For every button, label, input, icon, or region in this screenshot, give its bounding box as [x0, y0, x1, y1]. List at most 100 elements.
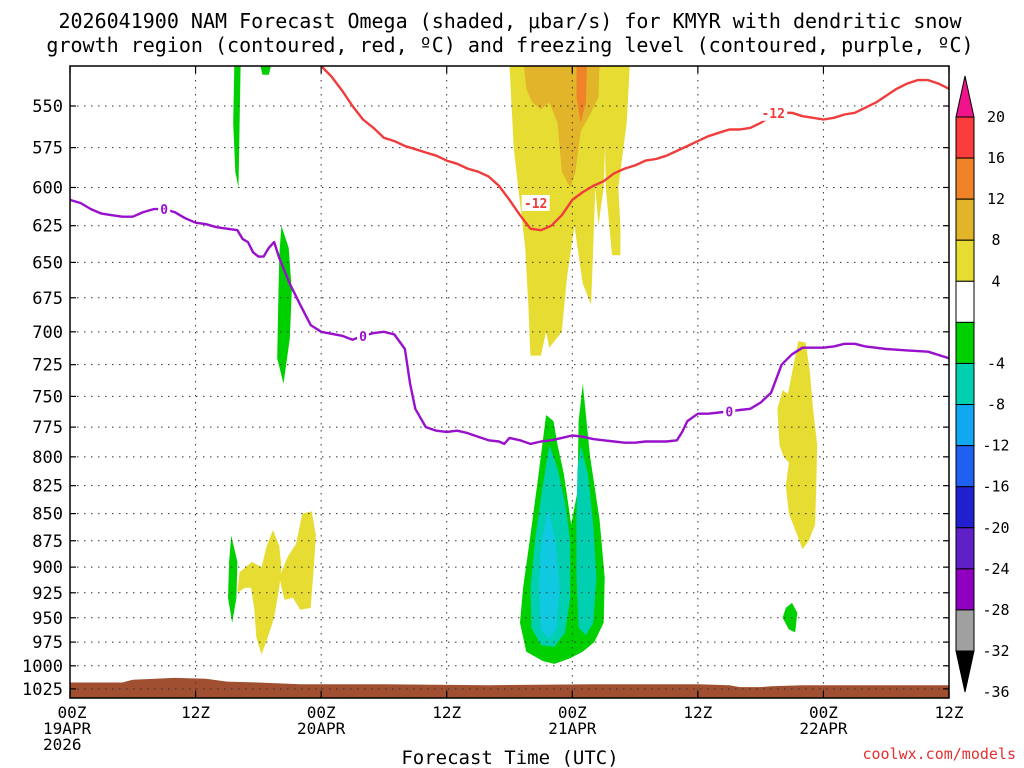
y-tick-label: 1000 [22, 657, 63, 677]
shade-green-f [782, 602, 798, 633]
contour-lines: 0 0 0 -12 -12 [70, 66, 949, 446]
plot-frame [69, 65, 950, 699]
colorbar-bin [955, 527, 975, 570]
colorbar: 20 16 12 8 4 -4 -8 -12 -16 -20 -24 -28 -32 -36 [955, 75, 1010, 701]
y-tick-label: 825 [32, 477, 63, 497]
omega-shading [228, 66, 818, 664]
grid-lines [70, 66, 949, 698]
colorbar-label: -16 [982, 478, 1009, 496]
shade-orange-a [576, 66, 587, 123]
x-tick-label: 12Z [935, 703, 964, 722]
freezing-level-label-bg [723, 403, 736, 420]
shade-yellow-c [237, 530, 282, 655]
freezing-level-line [70, 198, 949, 446]
x-tick-label: 20APR [297, 719, 346, 738]
chart-title-line-1: 2026041900 NAM Forecast Omega (shaded, μ… [58, 9, 962, 33]
y-tick-label: 750 [32, 387, 63, 407]
shade-yellow-d [279, 511, 316, 610]
x-tick-label: 00Z [809, 703, 838, 722]
shade-yellow-b [603, 66, 630, 256]
y-tick-label: 1025 [22, 680, 63, 700]
colorbar-bin [955, 157, 975, 200]
colorbar-label: -4 [987, 354, 1005, 372]
x-tick-label: 00Z [58, 703, 87, 722]
colorbar-bin [955, 404, 975, 447]
colorbar-label: 12 [987, 190, 1005, 208]
shade-green-a [233, 66, 241, 188]
colorbar-label: 4 [991, 272, 1000, 290]
colorbar-bottom-arrow [955, 650, 975, 693]
terrain-fill [70, 677, 949, 698]
shade-teal-b [576, 445, 597, 636]
x-tick-label: 12Z [683, 703, 712, 722]
freezing-level-label: 0 [725, 405, 733, 420]
dgz-isotherm-label: -12 [524, 197, 547, 212]
x-tick-label: 21APR [548, 719, 597, 738]
colorbar-bin [955, 280, 975, 323]
x-tick-label: 00Z [307, 703, 336, 722]
y-tick-label: 700 [32, 323, 63, 343]
colorbar-label: 20 [987, 108, 1005, 126]
y-tick-label: 625 [32, 217, 63, 237]
y-tick-label: 575 [32, 139, 63, 159]
shade-green-d [228, 535, 238, 623]
chart-title-line-2: growth region (contoured, red, ºC) and f… [46, 33, 973, 57]
colorbar-bin [955, 362, 975, 406]
colorbar-bin [955, 568, 975, 611]
y-tick-label: 675 [32, 289, 63, 309]
freezing-level-label: 0 [160, 203, 168, 218]
dgz-isotherm-label-bg [759, 104, 788, 121]
colorbar-label: -32 [982, 642, 1009, 660]
shade-green-c [277, 225, 292, 384]
y-tick-label: 650 [32, 253, 63, 273]
colorbar-bin [955, 321, 975, 364]
colorbar-label: -28 [982, 601, 1009, 619]
y-axis-ticks: 550 575 600 625 650 675 700 725 750 775 800 825 850 8… [22, 97, 949, 700]
y-tick-label: 600 [32, 178, 63, 198]
y-tick-label: 550 [32, 97, 63, 117]
x-axis-label: Forecast Time (UTC) [401, 747, 618, 768]
y-tick-label: 950 [32, 609, 63, 629]
x-tick-label: 12Z [181, 703, 210, 722]
shade-yellow-a [509, 66, 606, 356]
colorbar-bin [955, 198, 975, 241]
y-tick-label: 975 [32, 633, 63, 653]
y-tick-label: 900 [32, 558, 63, 578]
y-tick-label: 725 [32, 356, 63, 376]
colorbar-label: 8 [991, 231, 1000, 249]
dgz-isotherm-line [320, 66, 949, 232]
y-tick-label: 850 [32, 505, 63, 525]
freezing-level-label: 0 [359, 330, 367, 345]
shade-yellow-e [777, 341, 818, 550]
colorbar-bin [955, 239, 975, 282]
x-tick-label: 19APR [43, 719, 92, 738]
x-tick-label: 2026 [43, 735, 82, 754]
x-tick-label: 00Z [558, 703, 587, 722]
colorbar-bin [955, 609, 975, 652]
colorbar-label: -20 [982, 519, 1009, 537]
y-tick-label: 775 [32, 418, 63, 438]
colorbar-label: -8 [987, 396, 1005, 414]
freezing-level-label-bg [357, 327, 369, 344]
credit-text[interactable]: coolwx.com/models [862, 745, 1016, 763]
colorbar-bin [955, 116, 975, 159]
colorbar-label: 16 [987, 149, 1005, 167]
freezing-level-label-bg [158, 201, 171, 218]
y-tick-label: 925 [32, 584, 63, 604]
colorbar-label: -12 [982, 437, 1009, 455]
x-tick-label: 12Z [432, 703, 461, 722]
x-tick-label: 22APR [799, 719, 848, 738]
y-tick-label: 875 [32, 532, 63, 552]
colorbar-bin [955, 486, 975, 529]
colorbar-bin [955, 445, 975, 488]
y-tick-label: 800 [32, 448, 63, 468]
colorbar-top-arrow [955, 75, 975, 118]
surface-terrain [70, 677, 949, 698]
shade-green-b [260, 66, 271, 75]
dgz-isotherm-label-bg [521, 194, 550, 211]
colorbar-label: -36 [982, 683, 1009, 701]
dgz-isotherm-label: -12 [761, 107, 784, 122]
colorbar-label: -24 [982, 560, 1009, 578]
